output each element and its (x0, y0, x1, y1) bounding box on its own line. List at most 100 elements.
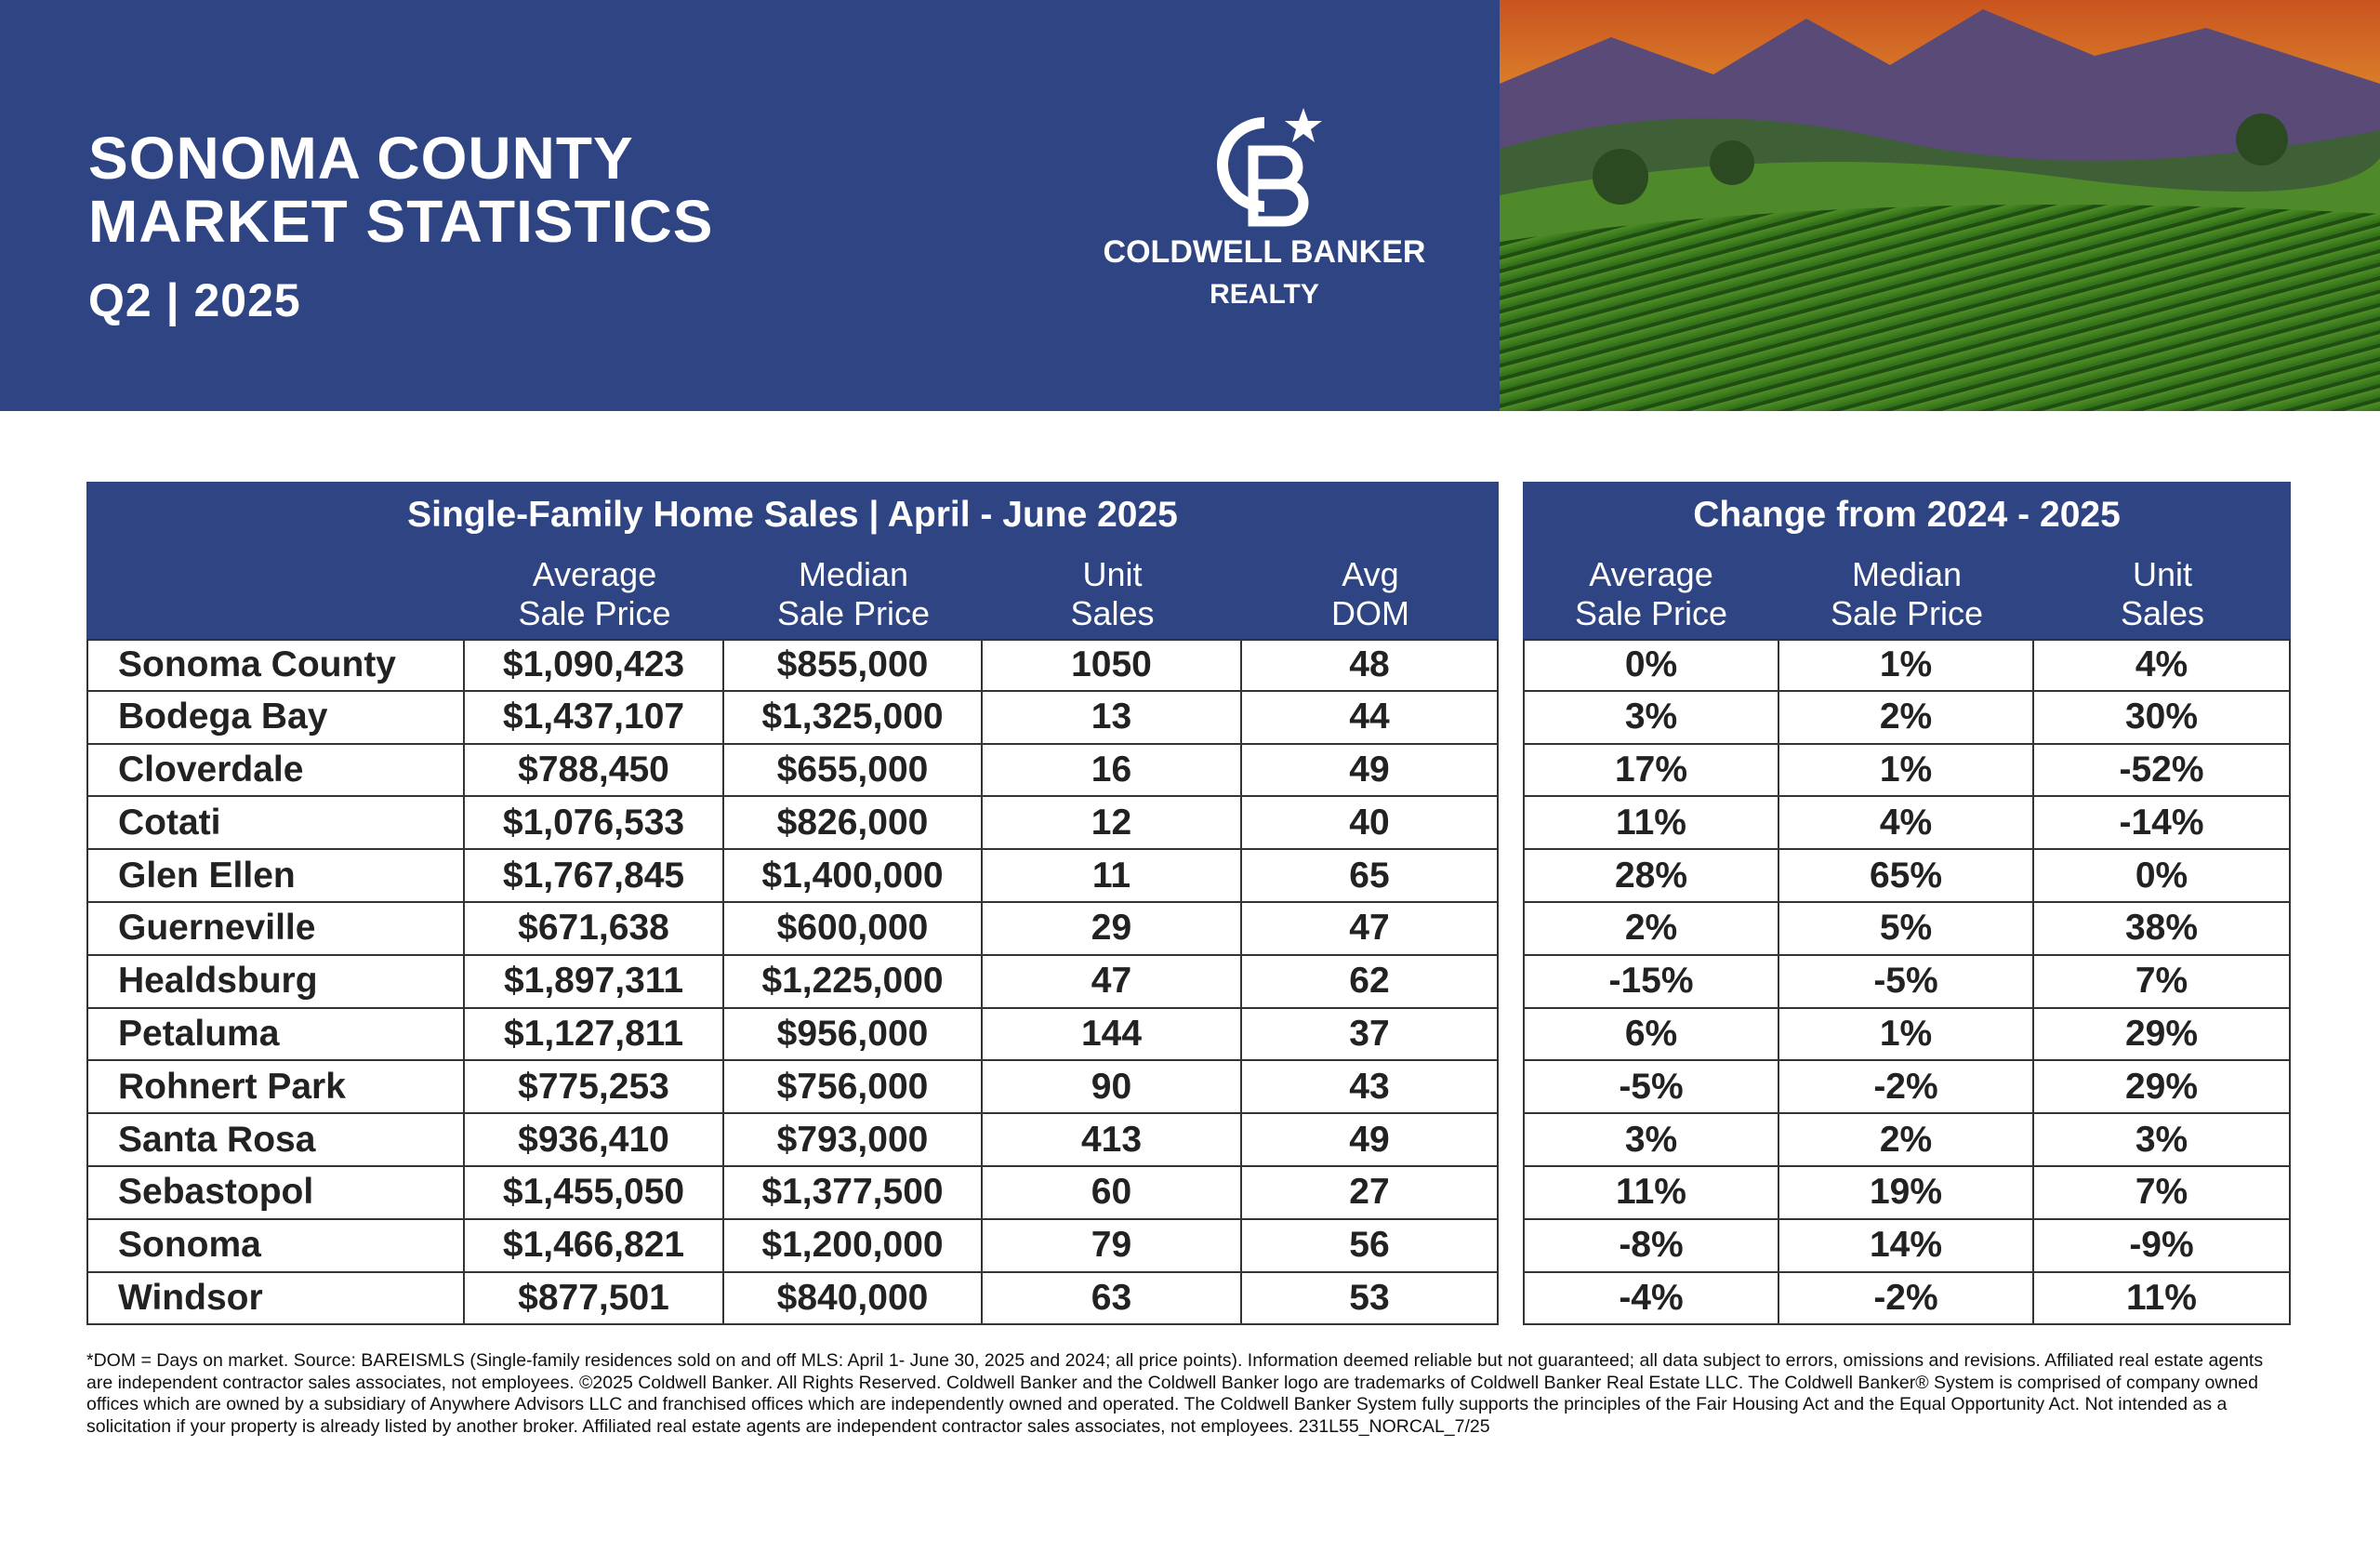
cell: 13 (983, 691, 1242, 745)
cell: -15% (1523, 955, 1779, 1009)
vineyard-photo (1500, 0, 2380, 411)
cell: 0% (2034, 850, 2291, 903)
cell: 16 (983, 744, 1242, 798)
cell: 65 (1242, 850, 1499, 903)
title-line: SONOMA COUNTY (88, 125, 634, 192)
cell: 7% (2034, 1167, 2291, 1220)
cell: 60 (983, 1167, 1242, 1220)
cell: 28% (1523, 850, 1779, 903)
cell: $877,501 (465, 1272, 724, 1326)
cell: 144 (983, 1008, 1242, 1062)
cell: 56 (1242, 1219, 1499, 1273)
cell: 2% (1779, 691, 2034, 745)
cell: 37 (1242, 1008, 1499, 1062)
footnote: *DOM = Days on market. Source: BAREISMLS… (86, 1350, 2264, 1437)
cell: 17% (1523, 744, 1779, 798)
cell: $1,767,845 (465, 850, 724, 903)
cell: 11% (1523, 797, 1779, 851)
column-header: DOM (1331, 594, 1409, 632)
table-header (86, 482, 1499, 639)
row-label: Rohnert Park (86, 1061, 465, 1115)
row-label: Cloverdale (86, 744, 465, 798)
cell: $1,325,000 (724, 691, 983, 745)
cell: 0% (1523, 639, 1779, 692)
cell: 4% (2034, 639, 2291, 692)
cell: 29% (2034, 1061, 2291, 1115)
cell: 1050 (983, 639, 1242, 692)
column-header: Avg (1342, 555, 1399, 593)
cell: 1% (1779, 639, 2034, 692)
row-label: Guerneville (86, 903, 465, 956)
cell: $788,450 (465, 744, 724, 798)
cell: 65% (1779, 850, 2034, 903)
cell: -4% (1523, 1272, 1779, 1326)
cell: -5% (1779, 955, 2034, 1009)
column-header: Median (1851, 555, 1963, 593)
cell: 1% (1779, 744, 2034, 798)
cell: $775,253 (465, 1061, 724, 1115)
column-header: Sales (1070, 594, 1155, 632)
table-title: Single-Family Home Sales | April - June … (407, 495, 1178, 535)
cell: 79 (983, 1219, 1242, 1273)
table-title: Change from 2024 - 2025 (1693, 495, 2121, 535)
row-label: Healdsburg (86, 955, 465, 1009)
row-label: Sebastopol (86, 1167, 465, 1220)
cell: $1,225,000 (724, 955, 983, 1009)
cell: $671,638 (465, 903, 724, 956)
cell: 44 (1242, 691, 1499, 745)
cell: 3% (1523, 1114, 1779, 1167)
brand-sub: REALTY (1210, 279, 1319, 310)
cell: $956,000 (724, 1008, 983, 1062)
cell: $840,000 (724, 1272, 983, 1326)
cell: 4% (1779, 797, 2034, 851)
cell: 90 (983, 1061, 1242, 1115)
column-header: Average (532, 555, 657, 593)
column-header: Unit (2132, 555, 2193, 593)
table-header (1523, 482, 2291, 639)
cell: 63 (983, 1272, 1242, 1326)
cell: $1,127,811 (465, 1008, 724, 1062)
cell: 11% (2034, 1272, 2291, 1326)
cell: $1,400,000 (724, 850, 983, 903)
cell: $793,000 (724, 1114, 983, 1167)
cell: -5% (1523, 1061, 1779, 1115)
cell: 49 (1242, 744, 1499, 798)
cell: 3% (2034, 1114, 2291, 1167)
cell: 47 (1242, 903, 1499, 956)
header-band: SONOMA COUNTY MARKET STATISTICS Q2 | 202… (0, 0, 1500, 411)
cell: 29% (2034, 1008, 2291, 1062)
cell: 38% (2034, 903, 2291, 956)
cell: 7% (2034, 955, 2291, 1009)
row-label: Santa Rosa (86, 1114, 465, 1167)
brand: COLDWELL BANKER (1103, 234, 1426, 270)
cell: 11% (1523, 1167, 1779, 1220)
cell: $936,410 (465, 1114, 724, 1167)
column-header: Sales (2120, 594, 2205, 632)
row-label: Sonoma (86, 1219, 465, 1273)
cell: $1,377,500 (724, 1167, 983, 1220)
cell: 1% (1779, 1008, 2034, 1062)
cell: 30% (2034, 691, 2291, 745)
cell: 2% (1523, 903, 1779, 956)
row-label: Windsor (86, 1272, 465, 1326)
cell: $1,466,821 (465, 1219, 724, 1273)
cell: 49 (1242, 1114, 1499, 1167)
row-label: Cotati (86, 797, 465, 851)
period: Q2 | 2025 (88, 274, 301, 326)
cell: 62 (1242, 955, 1499, 1009)
cell: 53 (1242, 1272, 1499, 1326)
row-label: Glen Ellen (86, 850, 465, 903)
column-header: Sale Price (1574, 594, 1728, 632)
cell: $1,437,107 (465, 691, 724, 745)
cell: 14% (1779, 1219, 2034, 1273)
row-label: Petaluma (86, 1008, 465, 1062)
cell: $855,000 (724, 639, 983, 692)
title-line: MARKET STATISTICS (88, 188, 714, 255)
cell: $826,000 (724, 797, 983, 851)
cell: $600,000 (724, 903, 983, 956)
cell: 6% (1523, 1008, 1779, 1062)
row-label: Bodega Bay (86, 691, 465, 745)
cell: 2% (1779, 1114, 2034, 1167)
cell: $1,897,311 (465, 955, 724, 1009)
column-header: Sale Price (1830, 594, 1984, 632)
